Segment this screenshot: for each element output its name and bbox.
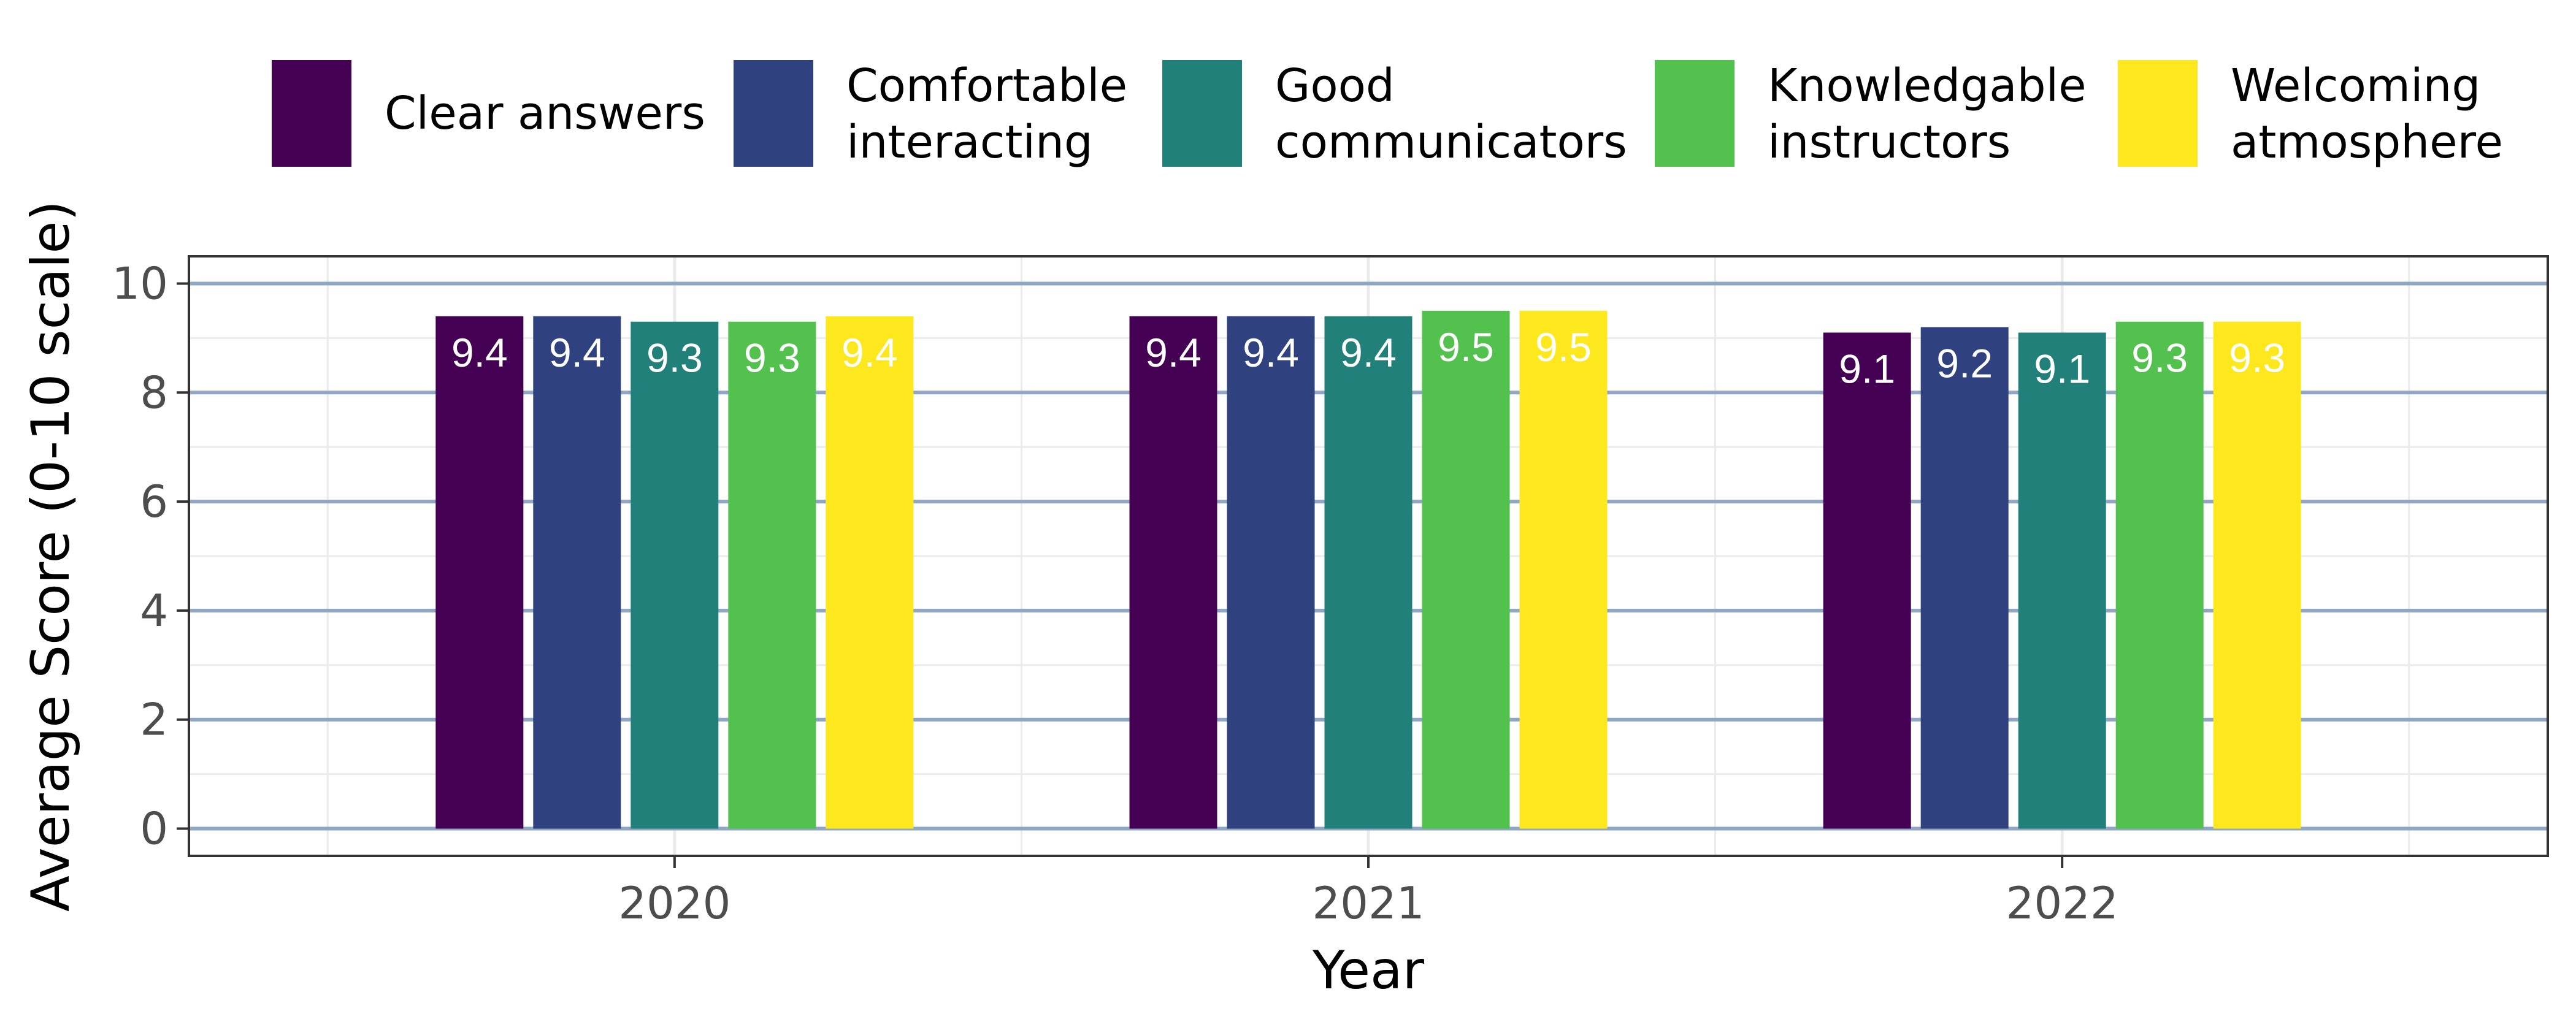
bar-value-label: 9.3 bbox=[646, 335, 703, 381]
bar-value-label: 9.1 bbox=[1839, 346, 1895, 391]
legend-key bbox=[1655, 60, 1735, 167]
bar bbox=[533, 316, 621, 829]
bar-value-label: 9.3 bbox=[744, 335, 800, 381]
bar bbox=[435, 316, 524, 829]
legend-key bbox=[1162, 60, 1242, 167]
legend-label: instructors bbox=[1768, 116, 2011, 169]
bar bbox=[2018, 332, 2106, 829]
bar-value-label: 9.4 bbox=[1243, 330, 1299, 375]
x-tick-label: 2021 bbox=[1312, 877, 1424, 929]
bar bbox=[2213, 321, 2301, 829]
y-tick-label: 4 bbox=[140, 585, 168, 636]
plot-area: 9.4 9.4 9.1 9.4 9.4 9.2 9.3 9.4 9.1 9.3 9.5 9.3 9.4 9… bbox=[188, 255, 2549, 857]
bar bbox=[1227, 316, 1315, 829]
bar-value-label: 9.5 bbox=[1535, 324, 1592, 370]
bar-value-label: 9.2 bbox=[1936, 341, 1993, 386]
legend-label: Knowledgable bbox=[1768, 59, 2087, 112]
bar bbox=[826, 316, 914, 829]
legend-key bbox=[272, 60, 351, 167]
bar-value-label: 9.4 bbox=[841, 330, 898, 375]
bar bbox=[1823, 332, 1911, 829]
legend-label: Clear answers bbox=[385, 87, 705, 140]
bar bbox=[2115, 321, 2204, 829]
bar bbox=[1324, 316, 1413, 829]
bar bbox=[1129, 316, 1217, 829]
bar bbox=[1519, 310, 1608, 829]
bar-value-label: 9.3 bbox=[2229, 335, 2285, 381]
legend-label: communicators bbox=[1275, 116, 1627, 169]
y-tick-label: 6 bbox=[140, 476, 168, 527]
bar-value-label: 9.3 bbox=[2131, 335, 2188, 381]
legend-label: atmosphere bbox=[2231, 116, 2503, 169]
bar-value-label: 9.1 bbox=[2034, 346, 2090, 391]
bars bbox=[435, 310, 2301, 829]
legend-item: Clear answers bbox=[272, 60, 705, 167]
bar-value-label: 9.4 bbox=[451, 330, 508, 375]
bar bbox=[1920, 327, 2009, 829]
y-axis-title: Average Score (0-10 scale) bbox=[20, 200, 82, 912]
legend-key bbox=[2118, 60, 2198, 167]
bar bbox=[631, 321, 719, 829]
legend-label: Good bbox=[1275, 59, 1395, 112]
bar bbox=[728, 321, 816, 829]
y-tick-label: 0 bbox=[140, 803, 168, 855]
legend-label: Comfortable bbox=[846, 59, 1127, 112]
x-axis-title: Year bbox=[1312, 940, 1425, 1001]
bar-value-label: 9.5 bbox=[1438, 324, 1494, 370]
y-tick-label: 8 bbox=[140, 367, 168, 418]
bar-value-label: 9.4 bbox=[1145, 330, 1202, 375]
x-tick-label: 2020 bbox=[618, 877, 730, 929]
bar-labels: 9.4 9.4 9.1 9.4 9.4 9.2 9.3 9.4 9.1 9.3 9.5 9.3 9.4 9… bbox=[451, 324, 2285, 392]
bar bbox=[1422, 310, 1510, 829]
legend-label: Welcoming bbox=[2231, 59, 2480, 112]
y-tick-label: 10 bbox=[112, 258, 168, 309]
bar-value-label: 9.4 bbox=[1340, 330, 1397, 375]
x-axis: 2020 2021 2022 bbox=[618, 856, 2118, 929]
x-tick-label: 2022 bbox=[2006, 877, 2118, 929]
y-axis: 0 2 4 6 8 10 bbox=[112, 258, 189, 855]
legend-key bbox=[734, 60, 813, 167]
legend-label: interacting bbox=[846, 116, 1093, 169]
bar-value-label: 9.4 bbox=[549, 330, 605, 375]
y-tick-label: 2 bbox=[140, 694, 168, 746]
